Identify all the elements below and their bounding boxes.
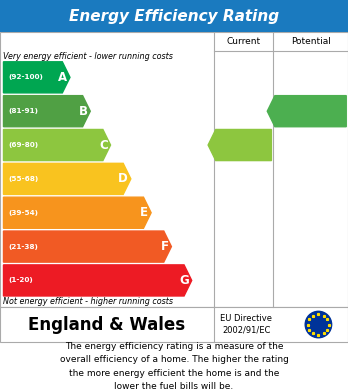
Text: Very energy efficient - lower running costs: Very energy efficient - lower running co… bbox=[3, 52, 173, 61]
Bar bbox=[0, 32, 348, 307]
Polygon shape bbox=[267, 96, 346, 127]
Text: (21-38): (21-38) bbox=[9, 244, 39, 249]
Text: (39-54): (39-54) bbox=[9, 210, 39, 216]
Text: 74: 74 bbox=[237, 138, 254, 152]
Text: D: D bbox=[118, 172, 128, 185]
Bar bbox=[0, 307, 348, 342]
Text: (69-80): (69-80) bbox=[9, 142, 39, 148]
Text: Energy Efficiency Rating: Energy Efficiency Rating bbox=[69, 9, 279, 23]
Text: B: B bbox=[79, 105, 87, 118]
Polygon shape bbox=[3, 265, 192, 296]
Text: F: F bbox=[161, 240, 169, 253]
Text: Current: Current bbox=[227, 37, 261, 46]
Bar bbox=[0, 0, 348, 32]
Text: The energy efficiency rating is a measure of the
overall efficiency of a home. T: The energy efficiency rating is a measur… bbox=[60, 342, 288, 391]
Text: EU Directive
2002/91/EC: EU Directive 2002/91/EC bbox=[220, 314, 272, 335]
Polygon shape bbox=[208, 129, 271, 161]
Polygon shape bbox=[3, 129, 111, 161]
Text: (1-20): (1-20) bbox=[9, 278, 33, 283]
Polygon shape bbox=[3, 197, 151, 228]
Text: C: C bbox=[99, 138, 108, 152]
Polygon shape bbox=[3, 62, 70, 93]
Text: (81-91): (81-91) bbox=[9, 108, 39, 114]
Text: 82: 82 bbox=[304, 105, 321, 118]
Ellipse shape bbox=[305, 311, 332, 338]
Text: G: G bbox=[179, 274, 189, 287]
Text: England & Wales: England & Wales bbox=[29, 316, 185, 334]
Text: A: A bbox=[58, 71, 67, 84]
Polygon shape bbox=[3, 231, 172, 262]
Text: E: E bbox=[140, 206, 148, 219]
Text: (55-68): (55-68) bbox=[9, 176, 39, 182]
Polygon shape bbox=[3, 96, 90, 127]
Polygon shape bbox=[3, 163, 131, 194]
Text: (92-100): (92-100) bbox=[9, 74, 44, 80]
Text: Potential: Potential bbox=[291, 37, 331, 46]
Text: Not energy efficient - higher running costs: Not energy efficient - higher running co… bbox=[3, 297, 174, 306]
